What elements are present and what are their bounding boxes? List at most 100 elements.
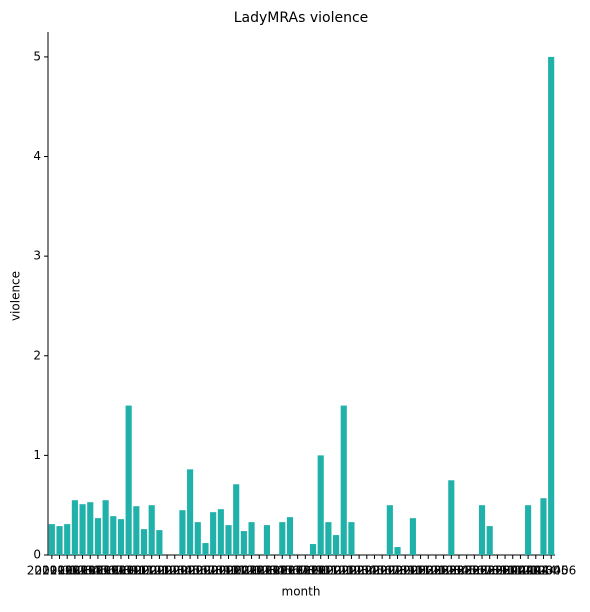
- bar: [548, 56, 555, 556]
- x-tick-label: 2020-04: [142, 564, 192, 578]
- x-tick-label: 2021-11: [288, 564, 338, 578]
- x-tick-label: 2024-03: [503, 564, 553, 578]
- bar: [194, 522, 201, 555]
- x-tick-label: 2020-07: [165, 564, 215, 578]
- y-tick-label: 3: [33, 249, 41, 263]
- bar: [325, 522, 332, 555]
- bar: [486, 526, 493, 555]
- x-tick-label: 2020-08: [173, 564, 223, 578]
- x-tick-label: 2023-04: [419, 564, 469, 578]
- x-tick-label: 2022-03: [319, 564, 369, 578]
- bar: [540, 498, 547, 555]
- x-tick-label: 2019-08: [81, 564, 131, 578]
- x-tick-label: 2024-01: [488, 564, 538, 578]
- bar: [279, 522, 286, 555]
- x-tick-label: 2022-09: [365, 564, 415, 578]
- x-tick-label: 2020-10: [188, 564, 238, 578]
- x-tick-label: 2023-06: [434, 564, 484, 578]
- x-tick-label: 2022-05: [334, 564, 384, 578]
- bar: [133, 506, 140, 555]
- x-tick-label: 2023-01: [395, 564, 445, 578]
- bar: [94, 518, 102, 555]
- bar: [317, 455, 324, 555]
- bar: [140, 529, 148, 555]
- x-tick-label: 2022-07: [349, 564, 399, 578]
- x-tick-label: 2021-02: [219, 564, 269, 578]
- x-tick-label: 2019-01: [27, 564, 77, 578]
- bar: [525, 505, 532, 555]
- bar: [148, 505, 155, 555]
- x-tick-label: 2019-02: [34, 564, 84, 578]
- x-tick-label: 2020-06: [157, 564, 207, 578]
- bar: [225, 525, 232, 555]
- x-tick-label: 2021-07: [257, 564, 307, 578]
- x-tick-label: 2021-01: [211, 564, 261, 578]
- y-tick-label: 5: [33, 49, 41, 63]
- x-tick-label: 2020-12: [203, 564, 253, 578]
- x-tick-label: 2023-02: [403, 564, 453, 578]
- x-tick-label: 2019-03: [42, 564, 92, 578]
- bar: [217, 509, 224, 555]
- bar: [386, 505, 393, 555]
- x-tick-label: 2022-04: [326, 564, 376, 578]
- bar: [286, 517, 294, 555]
- x-tick-label: 2019-05: [57, 564, 107, 578]
- x-tick-label: 2019-12: [111, 564, 161, 578]
- x-tick-label: 2023-11: [472, 564, 522, 578]
- x-tick-label: 2019-04: [50, 564, 100, 578]
- x-tick-label: 2021-04: [234, 564, 284, 578]
- x-tick-label: 2023-03: [411, 564, 461, 578]
- x-tick-label: 2019-09: [88, 564, 138, 578]
- x-tick-label: 2019-06: [65, 564, 115, 578]
- bar: [478, 505, 486, 555]
- bar: [179, 510, 186, 555]
- x-tick-label: 2020-01: [119, 564, 169, 578]
- x-tick-label: 2021-03: [226, 564, 276, 578]
- bar: [202, 543, 209, 555]
- x-tick-label: 2021-05: [242, 564, 292, 578]
- x-tick-label: 2022-06: [342, 564, 392, 578]
- y-axis-label: violence: [9, 271, 23, 321]
- chart-title: LadyMRAs violence: [234, 10, 369, 26]
- x-tick-label: 2022-01: [303, 564, 353, 578]
- bar: [125, 405, 132, 555]
- bar: [71, 500, 78, 555]
- x-tick-label: 2023-09: [457, 564, 507, 578]
- bar: [240, 531, 247, 555]
- x-tick-label: 2019-10: [96, 564, 146, 578]
- bar: [233, 484, 240, 555]
- x-tick-label: 2023-07: [442, 564, 492, 578]
- x-tick-label: 2021-12: [296, 564, 346, 578]
- x-tick-label: 2022-10: [372, 564, 422, 578]
- x-tick-label: 2020-11: [196, 564, 246, 578]
- bar: [117, 519, 125, 555]
- bar: [110, 516, 117, 555]
- x-tick-label: 2022-12: [388, 564, 438, 578]
- bar: [210, 512, 217, 555]
- x-tick-label: 2024-06: [526, 564, 576, 578]
- bar: [394, 547, 401, 555]
- x-tick-label: 2021-06: [250, 564, 300, 578]
- x-tick-label: 2019-07: [73, 564, 123, 578]
- bar: [56, 526, 63, 555]
- y-tick-label: 2: [33, 348, 41, 362]
- bar: [79, 504, 86, 555]
- y-tick-label: 0: [33, 548, 41, 562]
- x-tick-label: 2023-08: [449, 564, 499, 578]
- bar: [348, 522, 355, 555]
- bar: [102, 500, 109, 555]
- x-tick-label: 2024-04: [511, 564, 561, 578]
- bar: [248, 522, 255, 555]
- x-tick-label: 2023-12: [480, 564, 530, 578]
- x-tick-label: 2024-02: [495, 564, 545, 578]
- y-tick-label: 4: [33, 149, 41, 163]
- bar: [332, 535, 340, 555]
- x-tick-label: 2024-05: [518, 564, 568, 578]
- x-tick-label: 2019-11: [104, 564, 154, 578]
- bar: [448, 480, 455, 555]
- bar: [48, 524, 55, 555]
- x-tick-label: 2023-05: [426, 564, 476, 578]
- x-tick-label: 2021-08: [265, 564, 315, 578]
- x-tick-label: 2022-02: [311, 564, 361, 578]
- x-tick-label: 2020-09: [180, 564, 230, 578]
